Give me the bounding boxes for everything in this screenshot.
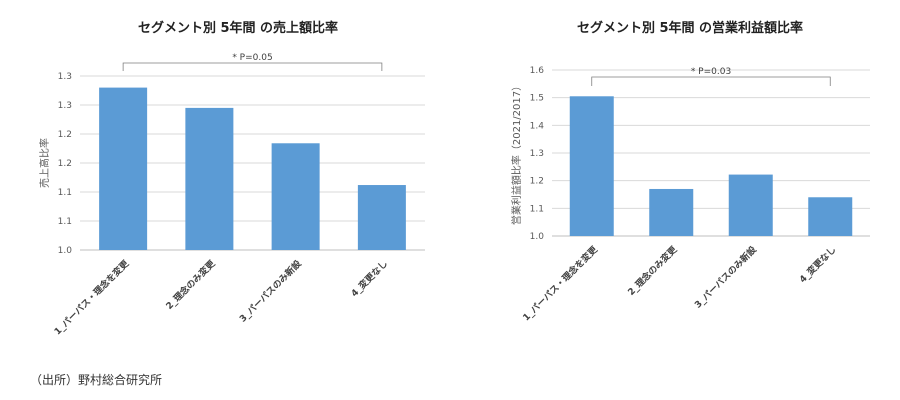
chart-2-bar-1: [569, 96, 614, 237]
chart-2-significance-label: * P=0.03: [691, 67, 731, 77]
chart-2-category-label: 3_パーパスのみ新設: [692, 243, 760, 311]
chart-1-y-tick-label: 1.1: [58, 188, 72, 198]
chart-1-category-label: 4_変更なし: [348, 258, 390, 300]
chart-1-category-label: 1_パーパス・理念を変更: [52, 257, 132, 337]
chart-1-y-tick-label: 1.1: [58, 217, 72, 227]
chart-1-bar-3: [271, 143, 320, 250]
chart-1-title: セグメント別 5年間 の売上額比率: [138, 20, 338, 36]
chart-1-bar-1: [99, 87, 148, 250]
chart-1-significance-label: * P=0.05: [232, 53, 272, 63]
chart-2-bar-2: [649, 188, 694, 236]
chart-2-y-tick-label: 1.3: [530, 149, 544, 159]
chart-2-y-tick-label: 1.4: [530, 121, 545, 131]
chart-1-y-axis-label: 売上高比率: [38, 138, 51, 188]
chart-1-significance-bracket: [122, 62, 383, 71]
chart-1-y-tick-label: 1.2: [58, 130, 72, 140]
chart-1-y-tick-label: 1.3: [58, 101, 72, 111]
chart-2-significance-bracket: [591, 76, 831, 86]
chart-2-y-tick-label: 1.5: [530, 94, 544, 104]
chart-1-bar-2: [185, 107, 234, 251]
chart-2-y-axis-label: 営業利益額比率（2021/2017）: [510, 81, 523, 225]
chart-2-y-tick-label: 1.1: [530, 204, 544, 214]
source-note: （出所）野村総合研究所: [30, 373, 163, 387]
chart-2-category-label: 2_理念のみ変更: [625, 243, 680, 298]
chart-2-bar-3: [728, 174, 773, 236]
chart-2-category-label: 4_変更なし: [797, 244, 839, 286]
chart-2-y-tick-label: 1.2: [530, 177, 544, 187]
chart-2-category-label: 1_パーパス・理念を変更: [520, 243, 600, 323]
chart-2-bar-4: [808, 197, 853, 236]
chart-1-category-label: 3_パーパスのみ新設: [237, 257, 305, 325]
chart-1-bar-4: [357, 185, 406, 250]
chart-1-y-tick-label: 1.2: [58, 159, 72, 169]
chart-2-title: セグメント別 5年間 の営業利益額比率: [577, 20, 803, 36]
chart-1-y-tick-label: 1.3: [58, 72, 72, 82]
chart-2-y-tick-label: 1.0: [530, 232, 545, 242]
chart-1-y-tick-label: 1.0: [58, 246, 73, 256]
chart-1-category-label: 2_理念のみ変更: [163, 257, 218, 312]
chart-2-y-tick-label: 1.6: [530, 66, 545, 76]
